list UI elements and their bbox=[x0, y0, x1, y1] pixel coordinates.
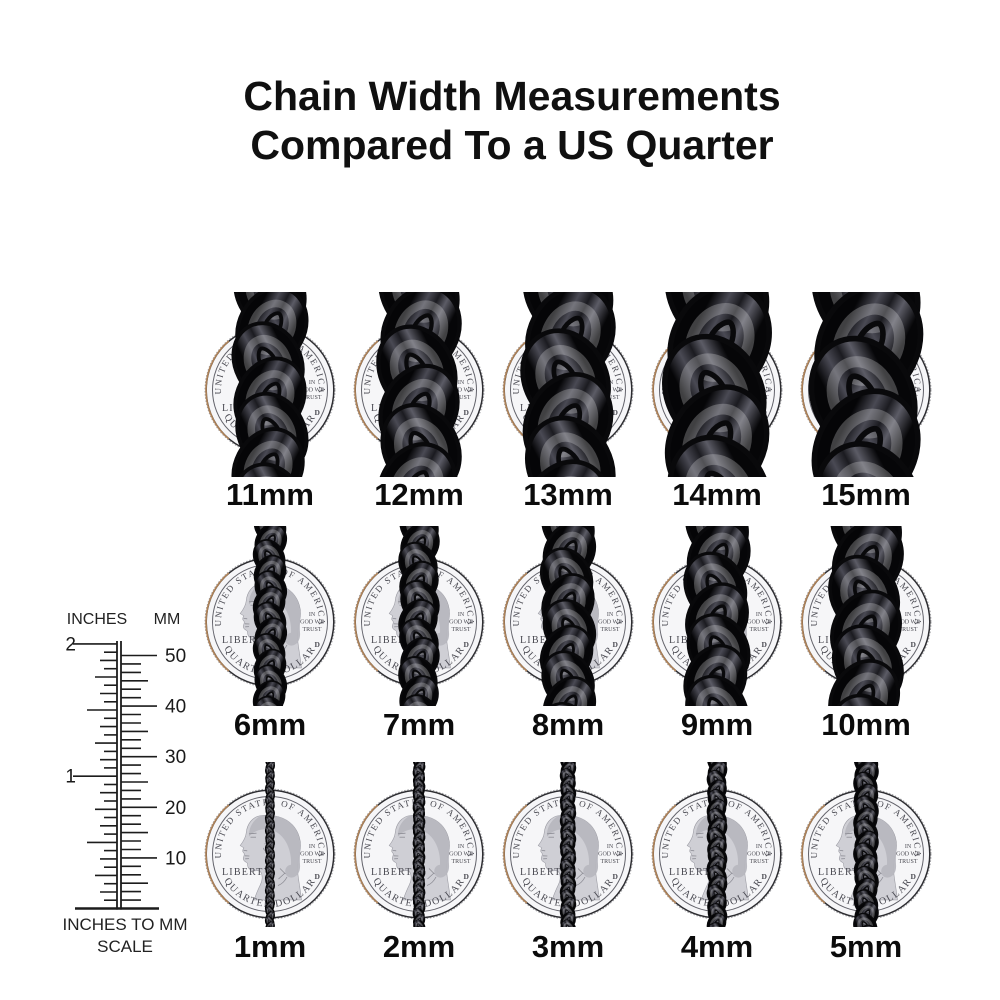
page-title: Chain Width Measurements Compared To a U… bbox=[12, 72, 1000, 170]
chain-overlay bbox=[264, 762, 275, 927]
size-label-9mm: 9mm bbox=[680, 707, 754, 742]
cell-1mm bbox=[204, 762, 336, 927]
cell-8mm bbox=[502, 526, 634, 706]
chain-overlay bbox=[520, 292, 616, 477]
ruler-mm-heading: MM bbox=[153, 611, 181, 628]
cell-2mm bbox=[353, 762, 485, 927]
ruler-caption-line2: SCALE bbox=[97, 937, 153, 956]
cell-7mm bbox=[353, 526, 485, 706]
ruler-mm-number: 50 bbox=[165, 646, 186, 667]
size-label-6mm: 6mm bbox=[233, 707, 307, 742]
title-line-1: Chain Width Measurements bbox=[243, 73, 781, 119]
size-label-8mm: 8mm bbox=[531, 707, 605, 742]
chain-overlay bbox=[683, 526, 751, 706]
size-label-14mm: 14mm bbox=[672, 477, 762, 512]
cell-13mm bbox=[502, 292, 634, 477]
ruler-caption-line1: INCHES TO MM bbox=[62, 915, 188, 934]
cell-12mm bbox=[353, 292, 485, 477]
cell-11mm bbox=[204, 292, 336, 477]
size-label-3mm: 3mm bbox=[531, 929, 605, 964]
cell-10mm bbox=[800, 526, 932, 706]
ruler-inch-number: 2 bbox=[65, 634, 76, 655]
chain-overlay bbox=[398, 526, 440, 706]
title-line-2: Compared To a US Quarter bbox=[250, 122, 774, 168]
cell-5mm bbox=[800, 762, 932, 927]
ruler-mm-number: 10 bbox=[165, 848, 186, 869]
chain-overlay bbox=[376, 292, 462, 477]
chain-overlay bbox=[828, 526, 904, 706]
cell-3mm bbox=[502, 762, 634, 927]
size-label-7mm: 7mm bbox=[382, 707, 456, 742]
cell-14mm bbox=[651, 292, 783, 477]
chain-overlay bbox=[662, 292, 772, 477]
cell-15mm bbox=[800, 292, 932, 477]
size-label-10mm: 10mm bbox=[821, 707, 911, 742]
size-label-11mm: 11mm bbox=[226, 477, 314, 512]
chain-overlay bbox=[412, 762, 426, 927]
chain-overlay bbox=[853, 762, 879, 927]
cell-4mm bbox=[651, 762, 783, 927]
ruler-mm-number: 20 bbox=[165, 798, 186, 819]
chain-overlay bbox=[252, 526, 288, 706]
chain-overlay bbox=[808, 292, 924, 477]
size-label-15mm: 15mm bbox=[821, 477, 911, 512]
inches-to-mm-ruler bbox=[73, 641, 159, 910]
chain-overlay bbox=[559, 762, 577, 927]
chain-overlay bbox=[706, 762, 728, 927]
ruler-inches-heading: INCHES bbox=[66, 611, 128, 628]
ruler-inch-number: 1 bbox=[65, 767, 76, 788]
chain-overlay bbox=[231, 292, 309, 477]
chain-overlay bbox=[539, 526, 597, 706]
size-label-4mm: 4mm bbox=[680, 929, 754, 964]
cell-6mm bbox=[204, 526, 336, 706]
size-label-1mm: 1mm bbox=[233, 929, 307, 964]
size-label-5mm: 5mm bbox=[829, 929, 903, 964]
ruler-numbers: 2 1 50 40 30 20 10 bbox=[65, 634, 186, 869]
ruler-mm-number: 30 bbox=[165, 747, 186, 768]
ruler-mm-number: 40 bbox=[165, 697, 186, 718]
size-label-12mm: 12mm bbox=[374, 477, 464, 512]
cell-9mm bbox=[651, 526, 783, 706]
size-label-2mm: 2mm bbox=[382, 929, 456, 964]
size-label-13mm: 13mm bbox=[523, 477, 613, 512]
